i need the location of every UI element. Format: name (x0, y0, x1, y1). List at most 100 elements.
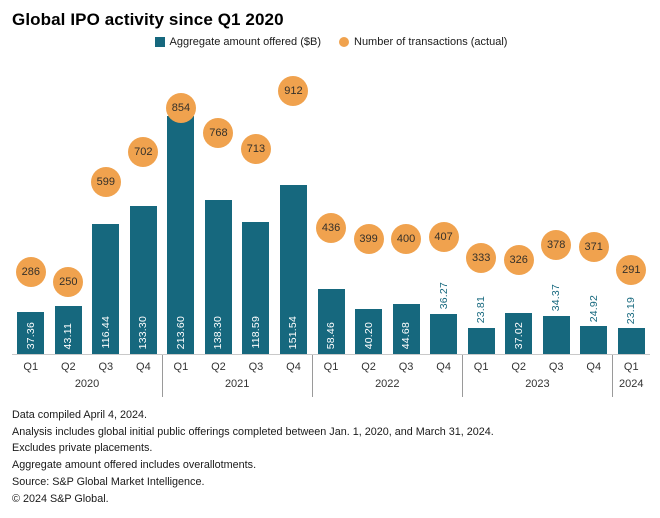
bar-value-text: 58.46 (325, 321, 338, 349)
transactions-badge: 407 (428, 221, 459, 252)
bar-value-label: 138.30 (200, 316, 238, 349)
quarter-tick-label: Q1 (23, 361, 39, 373)
bar-value-text: 138.30 (212, 315, 225, 349)
bar-value-label: 118.59 (237, 316, 275, 349)
year-tick-label: 2024 (619, 378, 644, 390)
amount-bar (279, 185, 307, 354)
transactions-badge: 333 (466, 243, 497, 274)
column-q3-2020: 116.44 599 (87, 56, 125, 354)
transactions-badge: 399 (353, 224, 384, 255)
bar-value-text: 34.37 (550, 284, 563, 312)
x-axis: Q1 Q2 Q3 Q4 Q1 Q2 Q3 Q4 Q1 Q2 Q3 Q4 Q1 Q2 Q3 Q4 Q1 2020 2… (12, 354, 650, 397)
amount-bar (167, 116, 195, 354)
legend-item-bars: Aggregate amount offered ($B) (154, 36, 321, 48)
amount-bar (317, 288, 345, 354)
bar-value-label: 58.46 (312, 322, 350, 349)
transactions-badge: 854 (165, 93, 196, 123)
bar-value-label: 151.54 (275, 316, 313, 349)
quarter-tick-label: Q4 (436, 361, 451, 373)
amount-bar (505, 312, 533, 354)
column-q3-2021: 118.59 713 (237, 56, 275, 354)
column-q2-2020: 43.11 250 (50, 56, 88, 354)
legend: Aggregate amount offered ($B) Number of … (10, 36, 652, 48)
bar-value-text: 40.20 (362, 321, 375, 349)
transactions-badge: 768 (203, 117, 234, 148)
bar-value-text: 36.27 (437, 282, 450, 310)
amount-bar (242, 221, 270, 354)
column-q1-2024: 23.19 291 (613, 56, 651, 354)
quarter-tick-label: Q4 (586, 361, 602, 373)
quarter-tick-label: Q3 (398, 361, 414, 373)
bar-value-label: 34.37 (537, 284, 575, 311)
footnote-line: Data compiled April 4, 2024. (12, 409, 148, 421)
bar-value-label: 213.60 (162, 316, 200, 349)
year-tick-label: 2022 (375, 378, 400, 390)
quarter-tick-label: Q2 (511, 361, 527, 373)
column-q1-2022: 58.46 436 (312, 56, 350, 354)
amount-bar (617, 328, 645, 354)
bar-value-text: 133.30 (137, 315, 150, 349)
point-series-label: Number of transactions (actual) (354, 36, 508, 48)
column-q1-2023: 23.81 333 (462, 56, 500, 354)
bar-value-text: 37.02 (512, 321, 525, 349)
bar-value-label: 43.11 (50, 323, 88, 350)
amount-bar (92, 224, 120, 354)
transactions-badge: 291 (616, 255, 647, 286)
column-q2-2023: 37.02 326 (500, 56, 538, 354)
transactions-badge: 702 (128, 136, 159, 167)
amount-bar (355, 309, 383, 354)
column-q1-2021: 213.60 854 (162, 56, 200, 354)
amount-bar (430, 313, 458, 354)
bar-value-label: 36.27 (425, 282, 463, 309)
amount-bar (392, 304, 420, 354)
amount-bar (17, 312, 45, 354)
amount-bar (204, 199, 232, 354)
year-tick-label: 2021 (224, 378, 250, 390)
transactions-badge: 250 (53, 267, 84, 297)
transactions-badge: 713 (240, 133, 271, 164)
column-q4-2023: 24.92 371 (575, 56, 613, 354)
amount-bar (54, 306, 82, 354)
quarter-tick-label: Q2 (60, 361, 76, 373)
bar-value-label: 37.02 (500, 322, 538, 349)
column-q2-2021: 138.30 768 (200, 56, 238, 354)
quarter-tick-label: Q2 (361, 361, 376, 373)
transactions-badge: 371 (578, 232, 609, 263)
bar-series-swatch-icon (154, 37, 165, 47)
column-q3-2023: 34.37 378 (537, 56, 575, 354)
column-q1-2020: 37.36 286 (12, 56, 50, 354)
year-separator-line (311, 355, 313, 397)
footnote-line: Excludes private placements. (12, 442, 153, 455)
bar-value-label: 23.81 (462, 296, 500, 323)
transactions-badge: 326 (503, 245, 534, 276)
amount-bar (580, 326, 608, 354)
point-series-swatch-icon (339, 37, 349, 47)
column-q4-2020: 133.30 702 (125, 56, 163, 354)
footnotes: Data compiled April 4, 2024. Analysis in… (12, 407, 652, 507)
bar-value-label: 116.44 (87, 316, 125, 349)
year-label-row: 2020 2021 2022 2023 2024 (12, 377, 650, 397)
bar-value-text: 43.11 (62, 322, 75, 350)
column-q4-2022: 36.27 407 (425, 56, 463, 354)
year-tick-label: 2020 (74, 378, 100, 390)
year-separator-line (161, 355, 163, 397)
transactions-badge: 436 (316, 213, 347, 244)
bar-value-text: 151.54 (287, 315, 300, 349)
footnote-line: © 2024 S&P Global. (12, 492, 109, 505)
quarter-label-row: Q1 Q2 Q3 Q4 Q1 Q2 Q3 Q4 Q1 Q2 Q3 Q4 Q1 Q2 Q3 Q4 Q1 (12, 355, 650, 377)
transactions-badge: 912 (278, 76, 309, 107)
bar-value-text: 23.19 (625, 296, 638, 325)
footnote-line: Analysis includes global initial public … (12, 425, 494, 438)
bar-value-label: 40.20 (350, 322, 388, 349)
amount-bar (542, 315, 570, 354)
transactions-badge: 378 (541, 230, 572, 261)
bar-value-label: 44.68 (387, 322, 425, 349)
bar-value-text: 213.60 (174, 315, 187, 349)
quarter-tick-label: Q4 (136, 361, 151, 373)
amount-bar (467, 327, 495, 354)
quarter-tick-label: Q2 (211, 361, 226, 373)
quarter-tick-label: Q3 (548, 361, 564, 373)
plot-area: 37.36 286 43.11 250 116.44 599 133.30 702 213.60… (12, 56, 650, 354)
legend-item-points: Number of transactions (actual) (339, 36, 507, 48)
